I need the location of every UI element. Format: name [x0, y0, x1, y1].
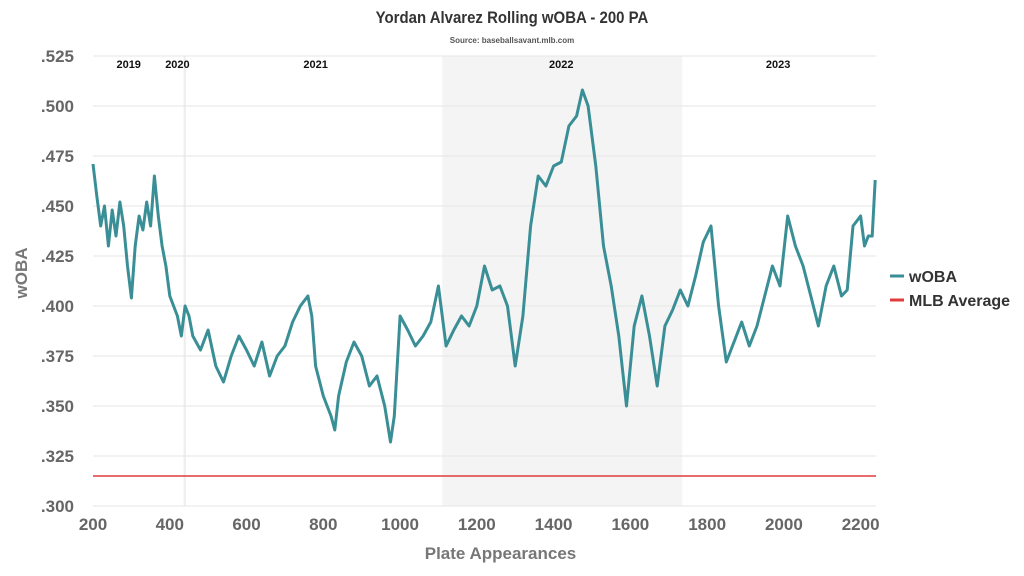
x-tick-label: 1000	[381, 515, 419, 534]
season-label: 2019	[116, 59, 140, 71]
season-band-0	[183, 56, 186, 506]
season-label: 2020	[165, 59, 189, 71]
y-tick-label: .475	[41, 147, 74, 166]
x-tick-label: 800	[309, 515, 337, 534]
legend-label: wOBA	[908, 269, 957, 286]
season-label: 2021	[303, 59, 327, 71]
x-tick-label: 2200	[842, 515, 880, 534]
y-tick-label: .525	[41, 47, 74, 66]
season-label: 2023	[766, 59, 790, 71]
x-tick-label: 1800	[688, 515, 726, 534]
x-axis-label: Plate Appearances	[425, 544, 577, 563]
y-tick-label: .400	[41, 297, 74, 316]
season-band-1	[442, 56, 683, 506]
chart-subtitle: Source: baseballsavant.mlb.com	[449, 36, 575, 45]
y-tick-label: .425	[41, 247, 74, 266]
x-tick-label: 1200	[458, 515, 496, 534]
x-tick-label: 200	[79, 515, 107, 534]
series-line-woba	[91, 88, 877, 444]
y-tick-label: .500	[41, 97, 74, 116]
legend-label: MLB Average	[909, 293, 1010, 310]
y-axis-label: wOBA	[12, 248, 31, 300]
y-tick-label: .325	[41, 447, 74, 466]
x-tick-label: 2000	[765, 515, 803, 534]
y-tick-label: .350	[41, 397, 74, 416]
x-tick-label: 400	[156, 515, 184, 534]
season-label: 2022	[549, 59, 573, 71]
y-tick-label: .375	[41, 347, 74, 366]
x-tick-label: 600	[232, 515, 260, 534]
x-tick-label: 1600	[611, 515, 649, 534]
y-tick-label: .300	[41, 497, 74, 516]
y-tick-label: .450	[41, 197, 74, 216]
x-tick-label: 1400	[535, 515, 573, 534]
chart-title: Yordan Alvarez Rolling wOBA - 200 PA	[375, 8, 649, 27]
